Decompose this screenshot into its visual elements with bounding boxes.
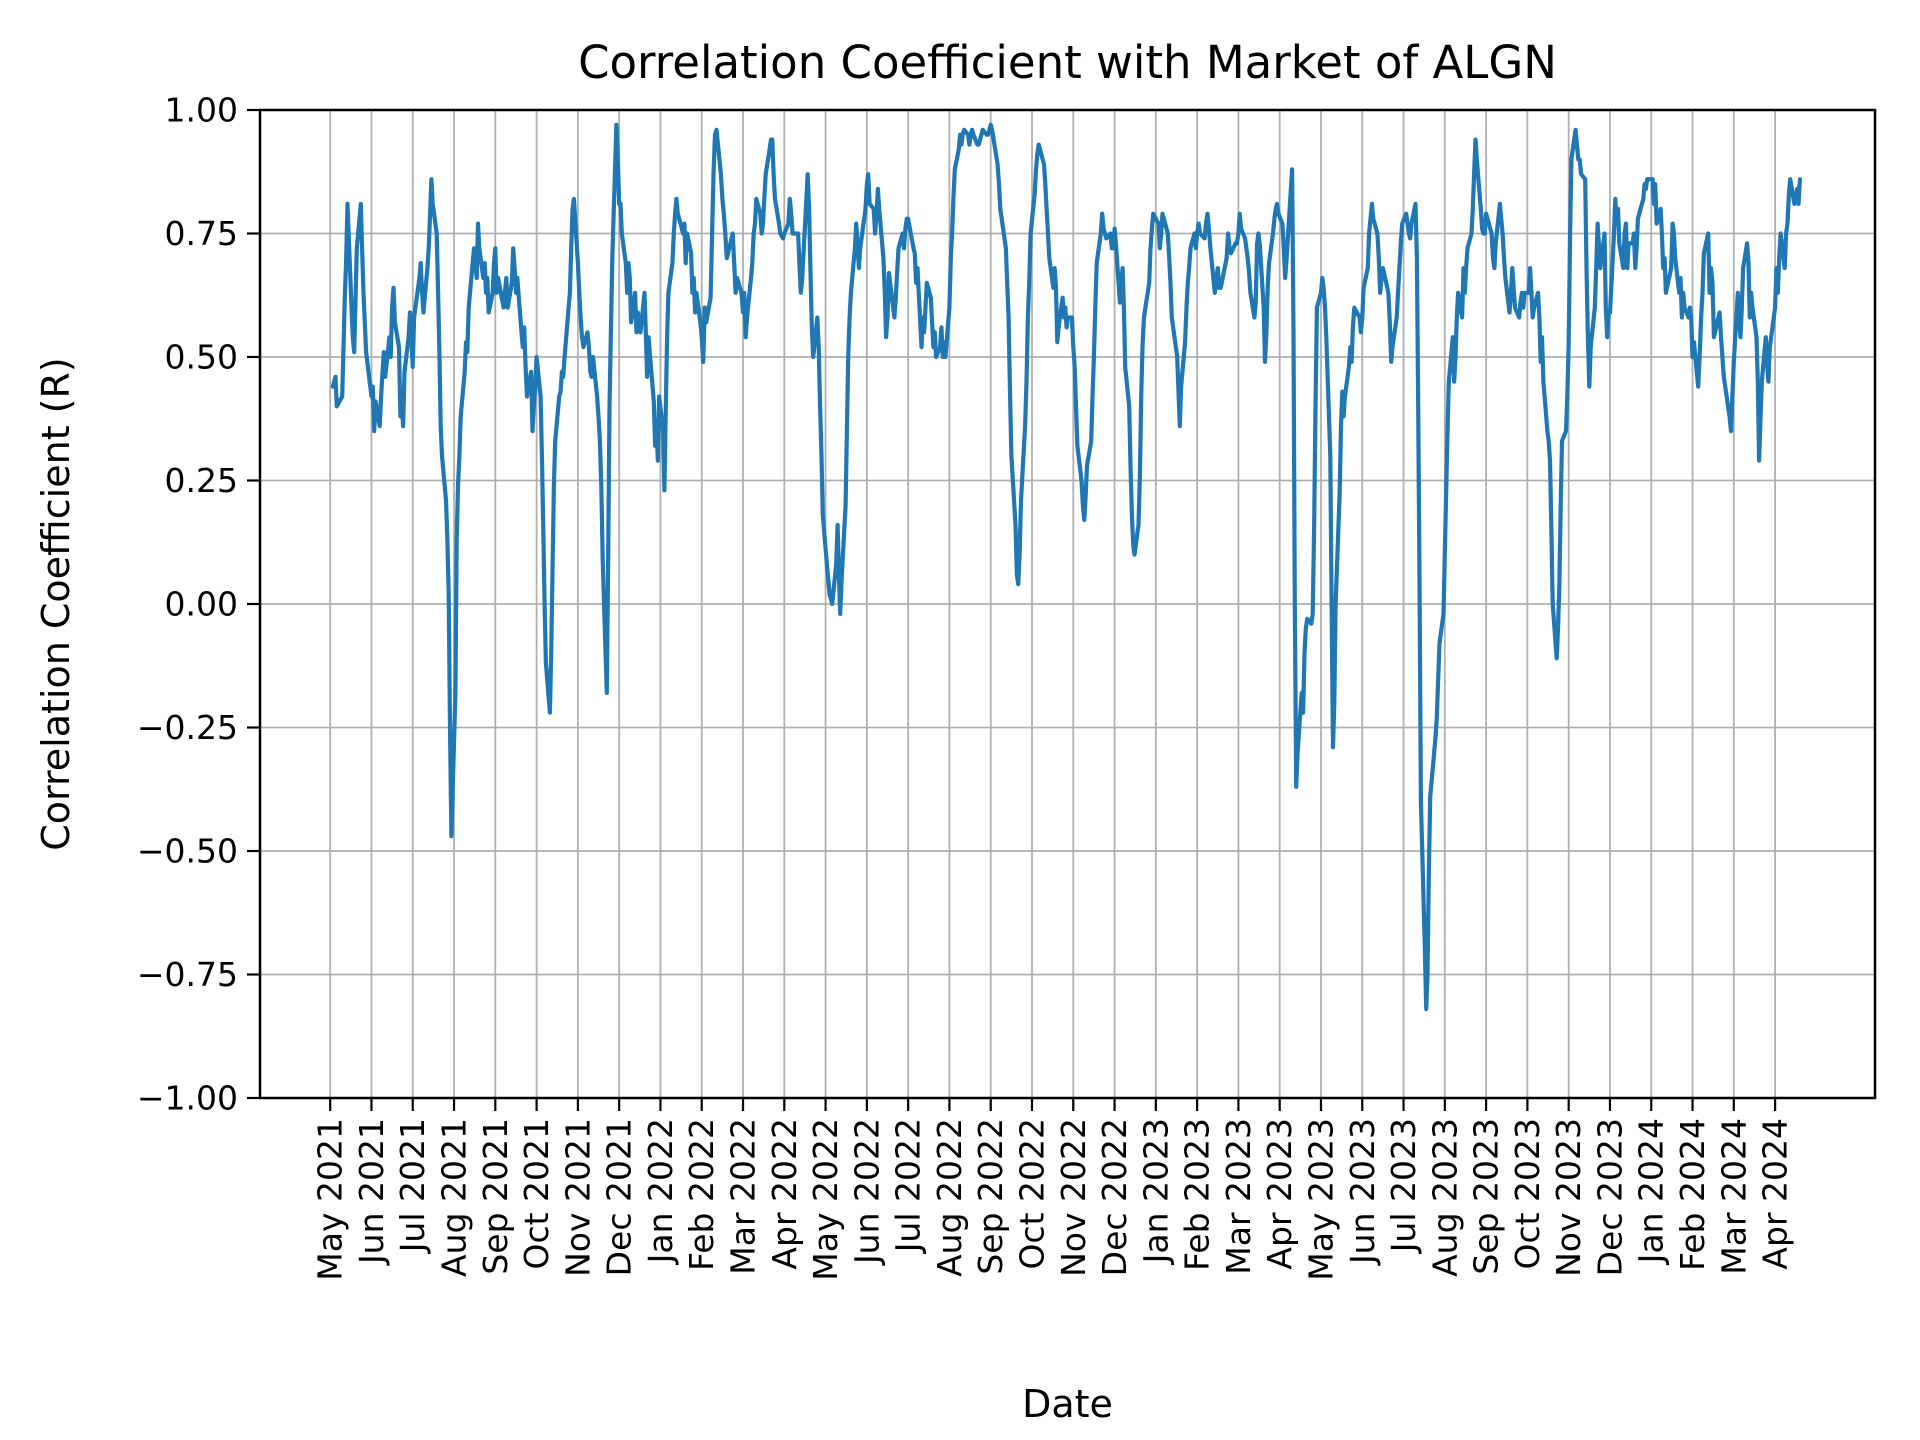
x-tick-label: Sep 2022 — [971, 1118, 1010, 1275]
x-tick-label: Feb 2023 — [1178, 1118, 1217, 1271]
x-tick-label: Dec 2023 — [1590, 1118, 1629, 1276]
x-tick-label: Jan 2023 — [1136, 1118, 1175, 1265]
x-tick-label: Jan 2022 — [641, 1118, 680, 1265]
x-tick-label: Nov 2023 — [1549, 1118, 1588, 1277]
x-tick-label: Mar 2023 — [1219, 1118, 1258, 1275]
y-tick-label: 1.00 — [165, 91, 238, 130]
x-tick-label: Jun 2023 — [1343, 1118, 1382, 1266]
x-tick-label: Apr 2023 — [1260, 1118, 1299, 1270]
x-tick-label: Jun 2022 — [847, 1118, 886, 1266]
y-tick-label: 0.75 — [165, 214, 238, 253]
x-tick-label: Dec 2022 — [1095, 1118, 1134, 1276]
x-tick-label: Jul 2022 — [889, 1118, 928, 1254]
x-tick-label: Apr 2024 — [1756, 1118, 1795, 1270]
tick-labels: May 2021 Jun 2021 Jul 2021 Aug 2021 Sep 2021… — [137, 91, 1795, 1281]
x-tick-label: Oct 2023 — [1508, 1118, 1547, 1270]
y-tick-label: −1.00 — [137, 1079, 238, 1118]
x-tick-label: Jun 2021 — [352, 1118, 391, 1266]
x-tick-label: Sep 2021 — [476, 1118, 515, 1275]
x-tick-label: Aug 2022 — [930, 1118, 969, 1277]
chart-title: Correlation Coefficient with Market of A… — [578, 36, 1557, 89]
x-tick-label: Sep 2023 — [1467, 1118, 1506, 1275]
y-tick-label: 0.00 — [165, 585, 238, 624]
x-tick-label: Mar 2024 — [1714, 1118, 1753, 1275]
y-tick-label: −0.25 — [137, 708, 238, 747]
y-tick-label: 0.50 — [165, 338, 238, 377]
x-tick-label: Dec 2021 — [600, 1118, 639, 1276]
x-tick-label: Nov 2021 — [558, 1118, 597, 1277]
x-axis-label: Date — [1022, 1382, 1113, 1426]
x-tick-label: Apr 2022 — [765, 1118, 804, 1270]
x-tick-label: Oct 2021 — [517, 1118, 556, 1270]
correlation-series-line — [330, 122, 1803, 1012]
x-tick-label: Jan 2024 — [1632, 1118, 1671, 1265]
x-tick-label: Nov 2022 — [1054, 1118, 1093, 1277]
tick-marks — [247, 108, 1777, 1111]
x-tick-label: Feb 2022 — [682, 1118, 721, 1271]
x-tick-label: May 2023 — [1301, 1118, 1340, 1281]
x-tick-label: Jul 2023 — [1384, 1118, 1423, 1254]
y-tick-label: −0.50 — [137, 832, 238, 871]
x-tick-label: Mar 2022 — [724, 1118, 763, 1275]
x-tick-label: Aug 2021 — [435, 1118, 474, 1277]
x-tick-label: Aug 2023 — [1425, 1118, 1464, 1277]
x-tick-label: Jul 2021 — [393, 1118, 432, 1254]
y-tick-label: −0.75 — [137, 955, 238, 994]
x-tick-label: Oct 2022 — [1012, 1118, 1051, 1270]
x-tick-label: May 2022 — [806, 1118, 845, 1281]
x-tick-label: Feb 2024 — [1673, 1118, 1712, 1271]
grid — [260, 109, 1875, 1099]
y-tick-label: 0.25 — [165, 461, 238, 500]
x-tick-label: May 2021 — [311, 1118, 350, 1281]
